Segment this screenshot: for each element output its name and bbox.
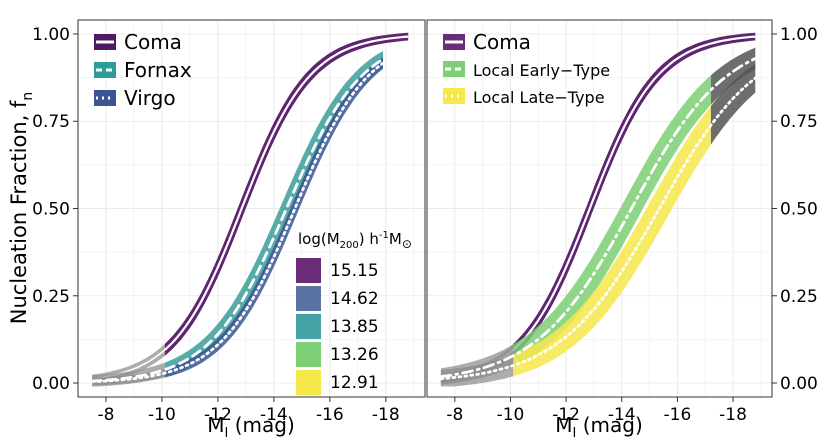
mass-legend-label: 13.26 <box>330 345 379 365</box>
mass-legend-label: 13.85 <box>330 317 379 337</box>
mass-legend-swatch <box>296 342 321 367</box>
x-tick-label: -8 <box>98 405 115 425</box>
extrapolation-band <box>710 47 756 105</box>
legend-label: Coma <box>473 30 531 54</box>
legend-key <box>94 90 116 106</box>
mass-legend-label: 15.15 <box>330 261 379 281</box>
fit-line <box>164 35 409 351</box>
legend-key <box>443 61 465 77</box>
x-tick-label: -8 <box>446 405 463 425</box>
series-legend: Coma Fornax Virgo <box>94 30 192 110</box>
legend-label: Fornax <box>124 58 192 82</box>
x-axis-label-right: MI (mag) <box>555 413 643 440</box>
x-tick-label: -18 <box>719 405 747 425</box>
mass-legend-label: 12.91 <box>330 373 379 393</box>
mass-legend-label: 14.62 <box>330 289 379 309</box>
center-line-dotted <box>90 61 385 383</box>
extrapolation-band <box>92 343 165 383</box>
legend-label: Coma <box>124 30 182 54</box>
fit-band <box>513 75 711 368</box>
x-tick-label: -12 <box>204 405 232 425</box>
left-panel: -8 -10 -12 -14 -16 -18 0.00 0.25 0.50 0.75 1.00 Com… <box>32 19 426 425</box>
x-tick-label: -16 <box>664 405 692 425</box>
y-tick-label: 0.50 <box>32 200 70 220</box>
legend-label: Local Late−Type <box>473 88 605 107</box>
mass-legend-swatch <box>296 370 321 395</box>
legend-key <box>443 88 465 104</box>
y-tick-label: 0.25 <box>780 287 818 307</box>
mass-legend: log(M200) h-1M⊙ 15.15 14.62 13.85 13.26 12.9… <box>296 230 412 395</box>
mass-legend-swatch <box>296 258 321 283</box>
x-axis-label-left: MI (mag) <box>207 413 295 440</box>
x-tick-label: -16 <box>316 405 344 425</box>
extrapolation-band <box>710 63 756 145</box>
center-line-dashed <box>90 57 385 383</box>
y-tick-label: 0.50 <box>780 200 818 220</box>
x-tick-label: -10 <box>497 405 525 425</box>
mass-legend-swatch <box>296 286 321 311</box>
y-tick-label: 0.00 <box>780 374 818 394</box>
x-tick-label: -18 <box>372 405 400 425</box>
mass-legend-title: log(M200) h-1M⊙ <box>298 230 412 251</box>
x-tick-label: -12 <box>552 405 580 425</box>
center-line-dashdot <box>439 57 757 378</box>
x-tick-label: -14 <box>608 405 636 425</box>
series-legend: Coma Local Early−Type Local Late−Type <box>443 30 610 107</box>
y-tick-label: 0.75 <box>780 112 818 132</box>
y-tick-label: 1.00 <box>32 25 70 45</box>
y-tick-label: 0.25 <box>32 287 70 307</box>
legend-key <box>94 62 116 78</box>
fit-band <box>164 32 409 356</box>
y-tick-label: 0.75 <box>32 112 70 132</box>
mass-legend-swatch <box>296 314 321 339</box>
x-tick-label: -14 <box>260 405 288 425</box>
legend-label: Virgo <box>124 86 176 110</box>
legend-label: Local Early−Type <box>473 61 610 80</box>
fit-band <box>513 32 756 356</box>
fit-band <box>513 106 711 377</box>
center-line-dotted <box>439 76 757 381</box>
fit-line <box>512 35 756 351</box>
y-axis-label: Nucleation Fraction, fn <box>7 92 36 325</box>
right-panel: -8 -10 -12 -14 -16 -18 0.00 0.25 0.50 0.75 1.00 Com… <box>426 19 818 425</box>
y-tick-label: 0.00 <box>32 374 70 394</box>
fit-band <box>164 57 383 378</box>
y-tick-label: 1.00 <box>780 25 818 45</box>
x-tick-label: -10 <box>148 405 176 425</box>
